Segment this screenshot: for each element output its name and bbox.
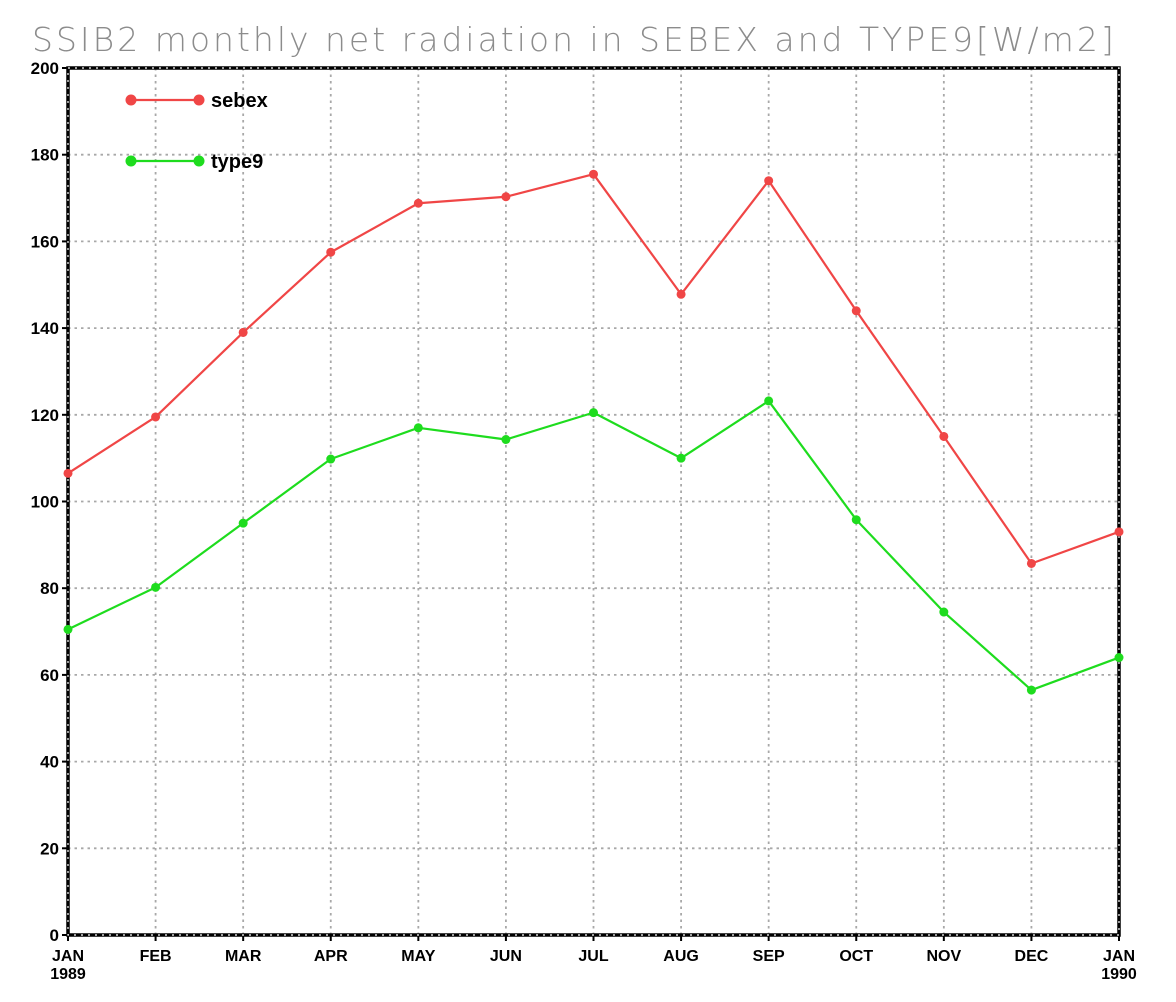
data-point-sebex bbox=[676, 289, 686, 299]
data-point-type9 bbox=[764, 396, 774, 406]
data-point-type9 bbox=[326, 454, 336, 464]
x-tick-label: MAY bbox=[401, 948, 435, 965]
y-tick-label: 0 bbox=[50, 926, 59, 945]
data-point-sebex bbox=[851, 306, 861, 316]
x-tick-label: DEC bbox=[1015, 948, 1049, 965]
x-tick-label: SEP bbox=[753, 948, 785, 965]
series bbox=[63, 169, 1124, 695]
data-point-type9 bbox=[851, 515, 861, 525]
data-point-type9 bbox=[413, 423, 423, 433]
data-point-sebex bbox=[151, 412, 161, 422]
x-tick-label-year: 1989 bbox=[50, 966, 86, 983]
x-tick-label: NOV bbox=[926, 948, 961, 965]
data-point-type9 bbox=[589, 408, 598, 418]
x-tick-label: JAN bbox=[52, 948, 84, 965]
data-point-type9 bbox=[1026, 685, 1036, 695]
x-tick-label: OCT bbox=[839, 948, 873, 965]
x-tick-label: JAN bbox=[1103, 948, 1135, 965]
x-tick-label: JUN bbox=[490, 948, 522, 965]
y-tick-label: 200 bbox=[31, 59, 59, 78]
data-point-sebex bbox=[1114, 527, 1124, 537]
data-point-type9 bbox=[501, 435, 511, 445]
x-tick-label-year: 1990 bbox=[1101, 966, 1137, 983]
data-point-sebex bbox=[238, 327, 248, 337]
y-tick-label: 160 bbox=[31, 232, 59, 251]
data-point-sebex bbox=[326, 247, 336, 257]
data-point-sebex bbox=[939, 431, 949, 441]
data-point-type9 bbox=[939, 607, 949, 617]
data-point-sebex bbox=[589, 169, 598, 179]
legend-label-sebex: sebex bbox=[211, 90, 268, 112]
data-point-type9 bbox=[676, 453, 686, 463]
legend-marker-type9 bbox=[193, 155, 205, 167]
legend-label-type9: type9 bbox=[211, 151, 263, 173]
legend-marker-type9 bbox=[125, 155, 137, 167]
legend-marker-sebex bbox=[193, 94, 205, 106]
y-tick-label: 80 bbox=[40, 579, 59, 598]
chart-title: SSIB2 monthly net radiation in SEBEX and… bbox=[32, 20, 1117, 59]
y-tick-label: 100 bbox=[31, 493, 59, 512]
data-point-sebex bbox=[501, 192, 511, 202]
grid bbox=[68, 68, 1119, 935]
data-point-sebex bbox=[413, 198, 423, 208]
data-point-sebex bbox=[764, 176, 774, 186]
data-point-sebex bbox=[1026, 558, 1036, 568]
legend-marker-sebex bbox=[125, 94, 137, 106]
y-tick-label: 180 bbox=[31, 146, 59, 165]
y-tick-label: 20 bbox=[40, 839, 59, 858]
data-point-type9 bbox=[1114, 653, 1124, 663]
data-point-type9 bbox=[63, 624, 73, 634]
y-tick-label: 40 bbox=[40, 753, 59, 772]
y-tick-label: 120 bbox=[31, 406, 59, 425]
x-tick-label: MAR bbox=[225, 948, 262, 965]
data-point-sebex bbox=[63, 468, 73, 478]
legend: sebex type9 bbox=[125, 90, 268, 173]
data-point-type9 bbox=[238, 518, 248, 528]
data-point-type9 bbox=[151, 582, 161, 592]
x-tick-label: APR bbox=[314, 948, 348, 965]
plot-frame-dash bbox=[67, 67, 1120, 936]
y-tick-label: 60 bbox=[40, 666, 59, 685]
x-tick-label: AUG bbox=[663, 948, 699, 965]
x-tick-label: FEB bbox=[140, 948, 172, 965]
y-tick-label: 140 bbox=[31, 319, 59, 338]
x-tick-label: JUL bbox=[578, 948, 608, 965]
